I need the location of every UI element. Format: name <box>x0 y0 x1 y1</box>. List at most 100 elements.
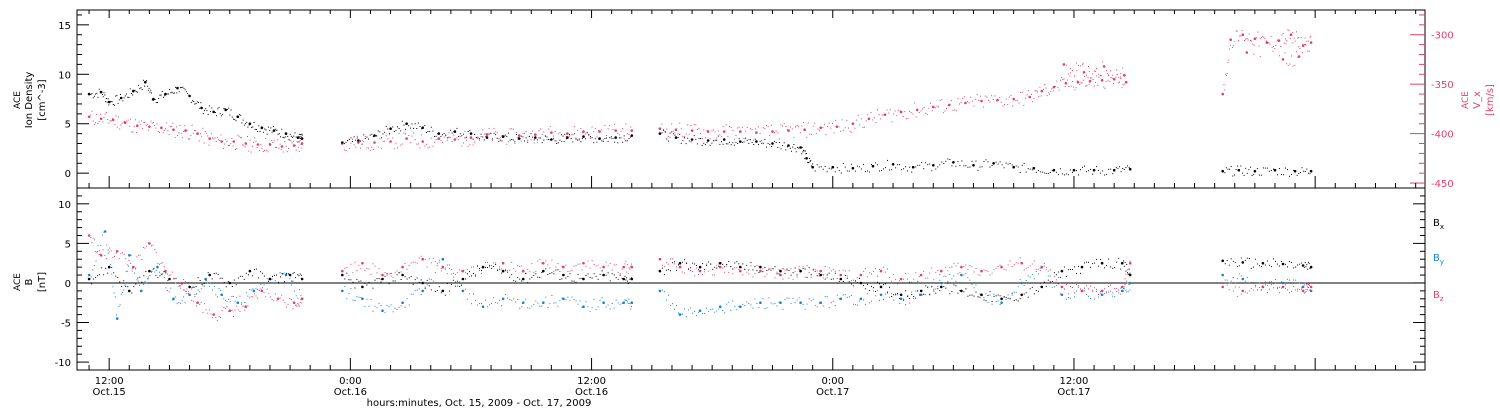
bx-series-point <box>542 269 545 273</box>
bz-series-sample <box>967 268 969 270</box>
vx-series-sample <box>124 120 125 122</box>
by-series-sample <box>507 297 509 299</box>
vx-series-sample <box>482 129 484 131</box>
bx-series-sample <box>346 272 348 274</box>
bx-series-sample <box>873 287 874 289</box>
bz-series-sample <box>943 275 945 277</box>
bz-series-sample <box>778 269 780 271</box>
vx-series-point <box>148 125 151 128</box>
density-series-sample <box>1100 172 1102 174</box>
density-series-sample <box>295 136 297 138</box>
bz-series-sample <box>1116 287 1118 289</box>
bz-series-sample <box>903 278 905 280</box>
density-series-sample <box>931 170 933 172</box>
bx-series-sample <box>193 286 195 288</box>
bz-series-point <box>980 269 983 273</box>
bz-series-point <box>819 269 822 273</box>
bx-series-sample <box>197 277 199 279</box>
density-series-point <box>992 162 995 165</box>
by-series-sample <box>1045 267 1047 269</box>
vx-series-sample <box>1310 35 1312 37</box>
bz-series-sample <box>90 237 92 239</box>
vx-series-sample <box>93 123 95 125</box>
bz-series-sample <box>255 295 257 297</box>
bx-series-sample <box>1094 262 1096 264</box>
bz-series-sample <box>144 247 146 249</box>
bz-series-sample <box>553 270 555 272</box>
vx-series-sample <box>1283 42 1285 44</box>
density-series-sample <box>822 168 824 170</box>
vx-series-sample <box>922 108 923 110</box>
vx-series-sample <box>192 132 194 134</box>
density-series-point <box>1072 168 1076 172</box>
by-series-sample <box>477 304 478 306</box>
density-series-sample <box>848 170 850 172</box>
by-series-sample <box>690 307 692 309</box>
vx-series-sample <box>507 141 509 143</box>
vx-series-sample <box>254 137 256 139</box>
vx-series-sample <box>1015 100 1017 102</box>
bx-series-point <box>919 289 923 293</box>
bz-series-sample <box>565 264 567 266</box>
density-series-sample <box>709 144 711 146</box>
bz-series-sample <box>537 260 539 262</box>
bx-series-sample <box>762 271 764 273</box>
bz-series-sample <box>487 261 488 263</box>
vx-series-sample <box>630 126 632 128</box>
bx-series-point <box>1261 261 1265 265</box>
bz-series-sample <box>844 270 846 272</box>
density-series-sample <box>735 141 737 143</box>
bz-series-sample <box>460 270 462 272</box>
by-series-sample <box>824 296 826 298</box>
vx-series-sample <box>122 121 124 123</box>
bz-series-sample <box>505 268 507 270</box>
bz-series-sample <box>390 275 392 277</box>
bz-series-sample <box>270 296 271 298</box>
density-series-sample <box>883 168 884 170</box>
bx-series-sample <box>286 273 287 275</box>
density-series-sample <box>687 137 689 139</box>
bx-series-sample <box>541 272 543 273</box>
bz-series-sample <box>674 263 675 265</box>
by-series-sample <box>178 301 180 303</box>
vx-series-sample <box>1251 40 1253 42</box>
bx-series-sample <box>626 280 628 282</box>
bx-series-sample <box>702 263 704 265</box>
by-series-sample <box>696 315 698 317</box>
vx-series-sample <box>880 118 882 120</box>
density-series-sample <box>875 162 876 164</box>
density-series-sample <box>830 168 832 170</box>
bz-series-sample <box>907 278 909 280</box>
density-series-sample <box>1304 171 1306 172</box>
bz-series-sample <box>873 270 874 272</box>
density-series-sample <box>361 143 363 145</box>
density-series-sample <box>721 141 722 143</box>
density-series-sample <box>725 143 727 145</box>
vx-series-point <box>899 110 903 114</box>
bz-series-sample <box>973 271 975 273</box>
density-series-sample <box>152 100 154 101</box>
by-series-sample <box>667 294 669 296</box>
vx-series-sample <box>380 148 382 150</box>
bz-series-sample <box>1098 294 1100 295</box>
vx-series-sample <box>1016 100 1018 102</box>
bx-series-sample <box>629 278 631 280</box>
density-series-sample <box>372 136 374 138</box>
bx-series-sample <box>1248 258 1250 259</box>
density-series-sample <box>610 136 612 138</box>
vx-series-sample <box>1038 96 1040 98</box>
bz-series-sample <box>1123 286 1125 288</box>
vx-series-sample <box>806 136 808 138</box>
by-series-sample <box>810 300 812 302</box>
vx-series-sample <box>256 147 258 148</box>
bz-series-sample <box>1304 291 1306 293</box>
density-series-sample <box>1025 171 1027 173</box>
vx-series-sample <box>140 120 142 122</box>
bz-series-sample <box>469 276 470 278</box>
bz-series-sample <box>1007 264 1009 266</box>
bx-series-sample <box>931 286 933 288</box>
by-series-sample <box>1307 287 1309 288</box>
bx-series-sample <box>667 269 669 271</box>
by-series-point <box>521 301 525 305</box>
bx-series-sample <box>1080 272 1081 274</box>
